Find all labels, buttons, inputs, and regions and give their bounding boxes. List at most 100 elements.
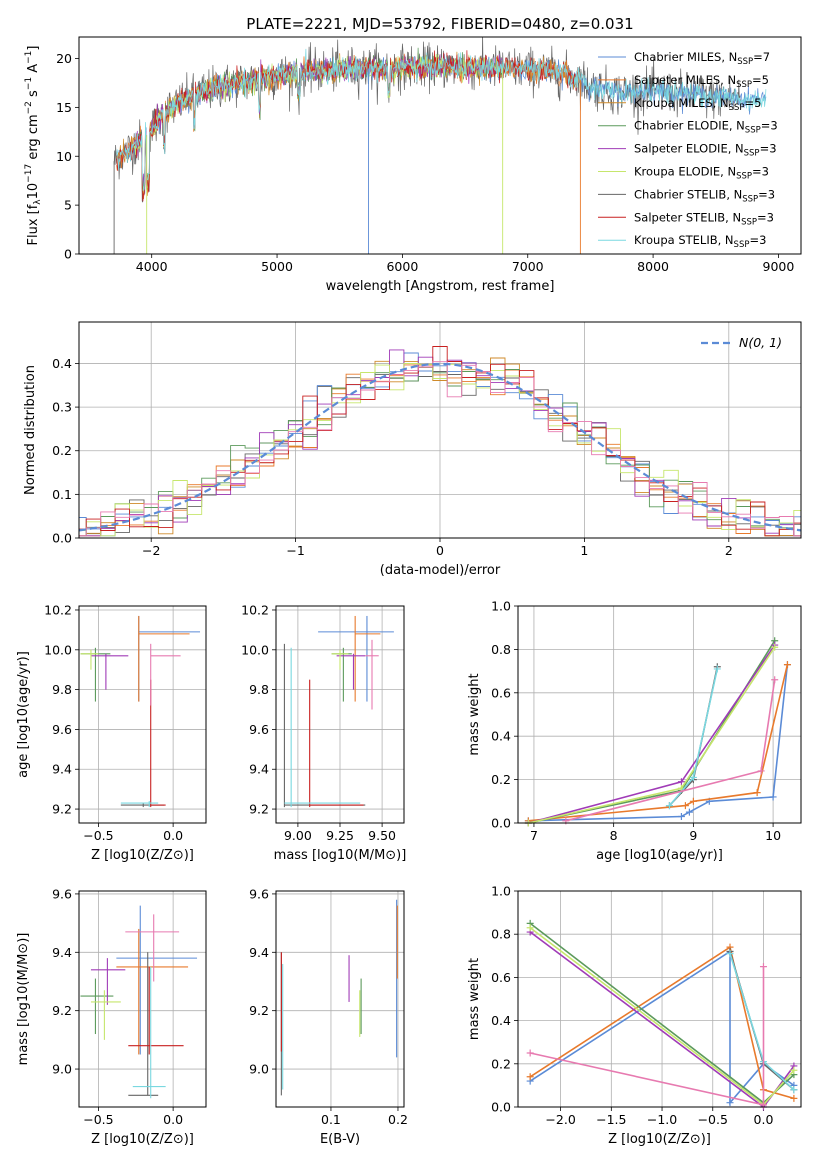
weight-marker <box>790 1094 798 1102</box>
weight-marker <box>526 1049 534 1057</box>
legend-label: Salpeter ELODIE, NSSP=3 <box>634 142 777 159</box>
y-tick-label: 0.2 <box>491 772 511 787</box>
residual-histogram-series <box>79 361 801 537</box>
weight-marker <box>689 773 697 781</box>
y-tick-label: 5 <box>64 198 72 213</box>
x-tick-label: 2 <box>725 543 733 558</box>
y-tick-label: 10.2 <box>44 602 72 617</box>
x-tick-label: 9.00 <box>284 828 312 843</box>
y-tick-label: 9.8 <box>249 682 269 697</box>
weight-series-line <box>528 664 789 822</box>
weight-marker <box>771 643 779 651</box>
legend-label: N(0, 1) <box>739 335 782 350</box>
y-tick-label: 0.1 <box>52 487 72 502</box>
y-tick-label: 10.2 <box>241 602 269 617</box>
y-tick-label: 0.0 <box>52 531 72 546</box>
x-axis-label: Z [log10(Z/Z⊙)] <box>91 848 194 863</box>
y-tick-label: 9.2 <box>52 802 72 817</box>
errorbar-point <box>138 615 201 702</box>
errorbar-point <box>90 990 121 1040</box>
spectrum-series-line <box>113 37 742 203</box>
x-tick-label: −1.5 <box>596 1112 626 1127</box>
x-tick-label: 8000 <box>637 259 669 274</box>
x-tick-label: −2 <box>142 543 160 558</box>
x-tick-label: −1 <box>286 543 304 558</box>
y-axis-label: Flux [fλ10−17 erg cm−2 s−1 A−1] <box>24 46 43 246</box>
x-axis-label: age [log10(age/yr)] <box>596 848 723 863</box>
y-tick-label: 1.0 <box>491 884 511 899</box>
axes-frame <box>78 321 802 539</box>
errorbar-point <box>125 914 180 982</box>
y-tick-label: 9.0 <box>52 1062 72 1077</box>
axes-frame <box>517 605 802 824</box>
weight-marker <box>685 808 693 816</box>
weight-marker <box>665 802 673 810</box>
errorbar-point <box>138 615 190 702</box>
x-axis-label: mass [log10(M/M⊙)] <box>274 848 407 863</box>
errorbar-point <box>284 647 361 808</box>
x-axis-label: Z [log10(Z/Z⊙)] <box>608 1132 711 1147</box>
y-tick-label: 10 <box>56 149 72 164</box>
y-tick-label: 0.2 <box>491 1056 511 1071</box>
age-vs-mass-panel: 9.00 9.25 9.50 9.2 9.4 9.6 9.8 10.0 10.2 mass [lo… <box>241 602 406 863</box>
y-tick-label: 9.2 <box>249 1003 269 1018</box>
x-tick-label: 4000 <box>136 259 168 274</box>
errorbar-point <box>318 615 394 702</box>
errorbar-point <box>331 649 349 670</box>
errorbar-point <box>80 649 99 670</box>
y-tick-label: 15 <box>56 100 72 115</box>
y-tick-label: 0.6 <box>491 685 511 700</box>
spectrum-panel: 4000 5000 6000 7000 8000 9000 0 5 10 15 20 waveleng… <box>24 36 802 294</box>
x-tick-label: 0.0 <box>163 828 183 843</box>
axes-frame <box>78 36 802 255</box>
spectrum-series-line <box>116 48 767 192</box>
weight-series-line <box>529 945 795 1100</box>
weight-series-line <box>729 953 795 1091</box>
errorbar-point <box>128 952 159 1096</box>
y-tick-label: 0.8 <box>491 927 511 942</box>
spectrum-legend: Chabrier MILES, NSSP=7 Salpeter MILES, NS… <box>598 50 778 250</box>
errorbar-point <box>120 801 159 808</box>
errorbar-point <box>116 928 189 1055</box>
weight-marker <box>759 963 767 971</box>
errorbar-point <box>132 966 166 1099</box>
x-tick-label: 0.1 <box>321 1112 341 1127</box>
weight-marker <box>757 767 765 775</box>
x-tick-label: 0.2 <box>388 1112 408 1127</box>
axes-frame <box>78 605 207 824</box>
weight-marker <box>677 812 685 820</box>
x-axis-label: Z [log10(Z/Z⊙)] <box>91 1132 194 1147</box>
figure-title: PLATE=2221, MJD=53792, FIBERID=0480, z=0… <box>246 15 633 33</box>
weight-marker <box>771 676 779 684</box>
x-tick-label: 9.25 <box>326 828 354 843</box>
weight-marker <box>713 665 721 673</box>
weight-marker <box>726 950 734 958</box>
x-tick-label: 1 <box>580 543 588 558</box>
errorbar-point <box>354 615 381 702</box>
x-axis-label: (data-model)/error <box>380 563 501 578</box>
y-tick-label: 0.3 <box>52 400 72 415</box>
legend-label: Chabrier MILES, NSSP=7 <box>634 50 770 67</box>
y-tick-label: 0.4 <box>491 1013 511 1028</box>
y-axis-label: mass weight <box>467 673 482 755</box>
y-tick-label: 9.4 <box>52 762 72 777</box>
errorbar-point <box>309 679 364 808</box>
weight-marker <box>526 924 534 932</box>
y-tick-label: 9.8 <box>52 682 72 697</box>
y-tick-label: 0.4 <box>491 729 511 744</box>
weight-marker <box>681 802 689 810</box>
x-tick-label: −0.5 <box>698 1112 728 1127</box>
weight-marker <box>769 793 777 801</box>
weight-marker <box>726 1099 734 1107</box>
y-axis-label: mass [log10(M/M⊙)] <box>16 933 31 1066</box>
x-tick-label: 0.0 <box>163 1112 183 1127</box>
y-tick-label: 9.6 <box>249 722 269 737</box>
y-tick-label: 9.6 <box>52 722 72 737</box>
legend-label: Kroupa ELODIE, NSSP=3 <box>634 165 769 182</box>
y-tick-label: 20 <box>56 51 72 66</box>
errorbar-point <box>90 653 129 690</box>
axes-frame <box>275 605 405 824</box>
errorbar-point <box>365 639 379 710</box>
legend-label: Salpeter MILES, NSSP=5 <box>634 73 769 90</box>
errorbar-point <box>336 653 366 690</box>
